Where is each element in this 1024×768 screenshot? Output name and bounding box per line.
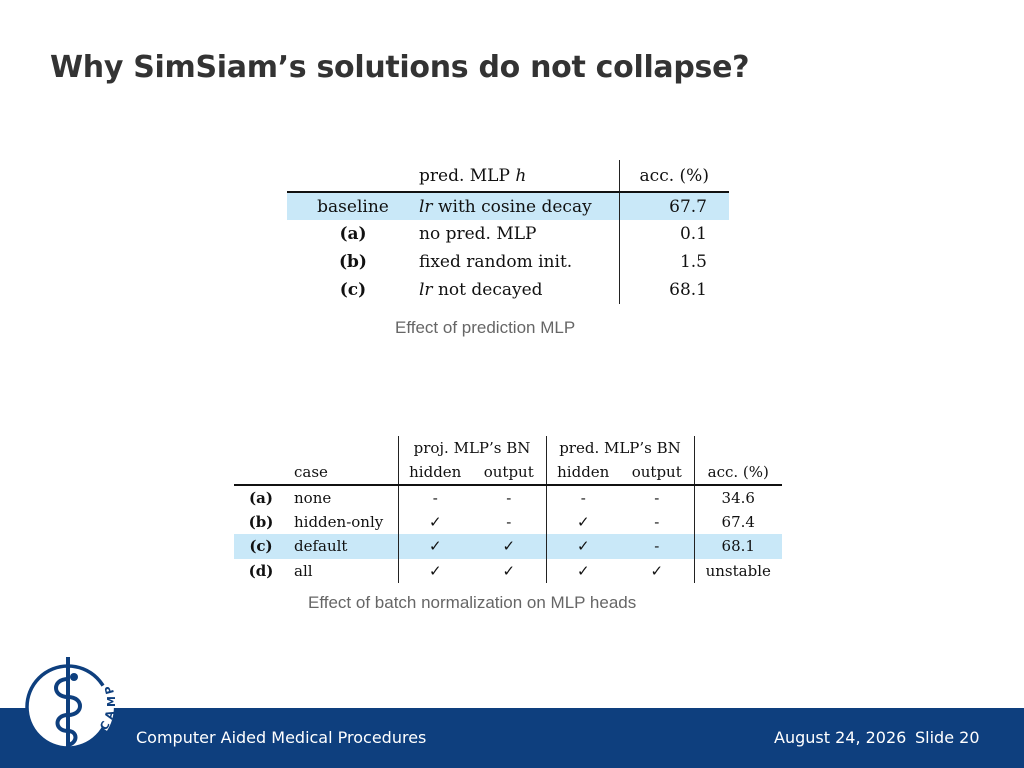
slide-title: Why SimSiam’s solutions do not collapse? <box>50 50 750 85</box>
institution-name: Computer Aided Medical Procedures <box>136 728 427 747</box>
svg-text:A: A <box>102 709 117 721</box>
table-header-row: proj. MLP’s BN pred. MLP’s BN <box>234 436 782 460</box>
column-header-pred-mlp: pred. MLP h <box>419 160 619 193</box>
column-header-hidden: hidden <box>545 460 620 486</box>
column-header-hidden: hidden <box>397 460 472 486</box>
table-row: (a) none - - - - 34.6 <box>234 485 782 510</box>
table-row: (c) default ✓ ✓ ✓ - 68.1 <box>234 534 782 559</box>
slide-number: Slide 20 <box>915 728 980 747</box>
svg-text:P: P <box>102 684 117 695</box>
column-header-acc: acc. (%) <box>618 160 729 193</box>
table-row: (b) fixed random init. 1.5 <box>287 248 729 276</box>
table-subheader-row: case hidden output hidden output acc. (%… <box>234 460 782 486</box>
table-row: baseline lr with cosine decay 67.7 <box>287 192 729 220</box>
prediction-mlp-table: pred. MLP h acc. (%) baseline lr with co… <box>287 160 729 304</box>
column-header-acc: acc. (%) <box>693 460 782 486</box>
table-row: (c) lr not decayed 68.1 <box>287 276 729 304</box>
presentation-date: August 24, 2026 <box>774 728 907 747</box>
column-header-case: case <box>288 460 398 486</box>
group-header-proj-bn: proj. MLP’s BN <box>397 436 546 460</box>
table-caption: Effect of prediction MLP <box>395 318 576 337</box>
column-header-output: output <box>620 460 694 486</box>
batch-norm-table: proj. MLP’s BN pred. MLP’s BN case hidde… <box>234 436 782 583</box>
table-caption: Effect of batch normalization on MLP hea… <box>308 593 637 612</box>
group-header-pred-bn: pred. MLP’s BN <box>545 436 694 460</box>
table-header-row: pred. MLP h acc. (%) <box>287 160 729 193</box>
table-row: (d) all ✓ ✓ ✓ ✓ unstable <box>234 558 782 583</box>
table-row: (a) no pred. MLP 0.1 <box>287 220 729 248</box>
column-header-output: output <box>472 460 546 486</box>
svg-text:M: M <box>105 696 118 707</box>
camp-logo-icon: C A M P <box>25 657 118 753</box>
table-row: (b) hidden-only ✓ - ✓ - 67.4 <box>234 509 782 534</box>
footer-bar: Computer Aided Medical Procedures August… <box>0 708 1024 768</box>
